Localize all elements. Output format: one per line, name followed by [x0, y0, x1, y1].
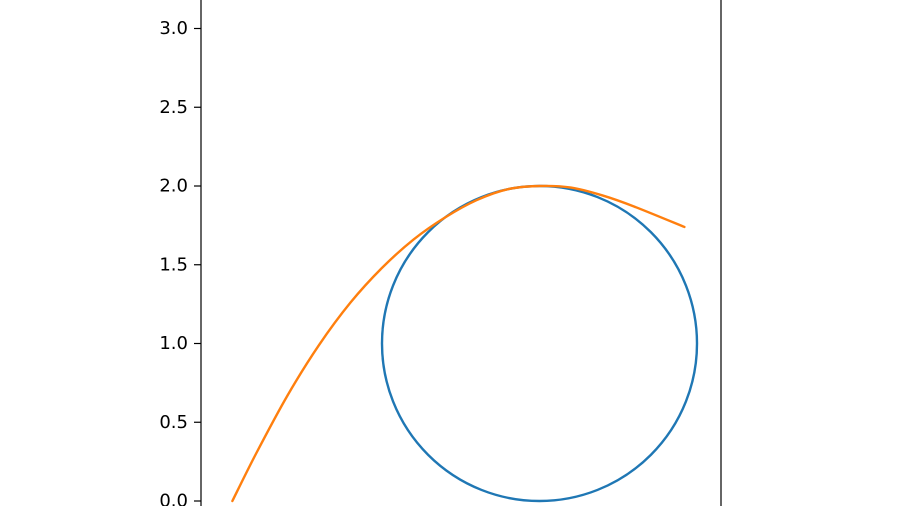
y-tick-label: 0.5 [159, 412, 188, 433]
y-tick-label: 1.0 [159, 333, 188, 354]
y-tick-label: 0.0 [159, 491, 188, 506]
series-layer [231, 184, 699, 503]
series-curve [231, 184, 686, 503]
y-tick-label: 2.0 [159, 176, 188, 197]
y-tick-label: 1.5 [159, 254, 188, 275]
y-tick-label: 3.0 [159, 18, 188, 39]
y-tick-label: 2.5 [159, 97, 188, 118]
series-circle [380, 184, 699, 503]
y-axis-ticks: 0.0 0.5 1.0 1.5 2.0 2.5 3.0 [159, 18, 201, 506]
